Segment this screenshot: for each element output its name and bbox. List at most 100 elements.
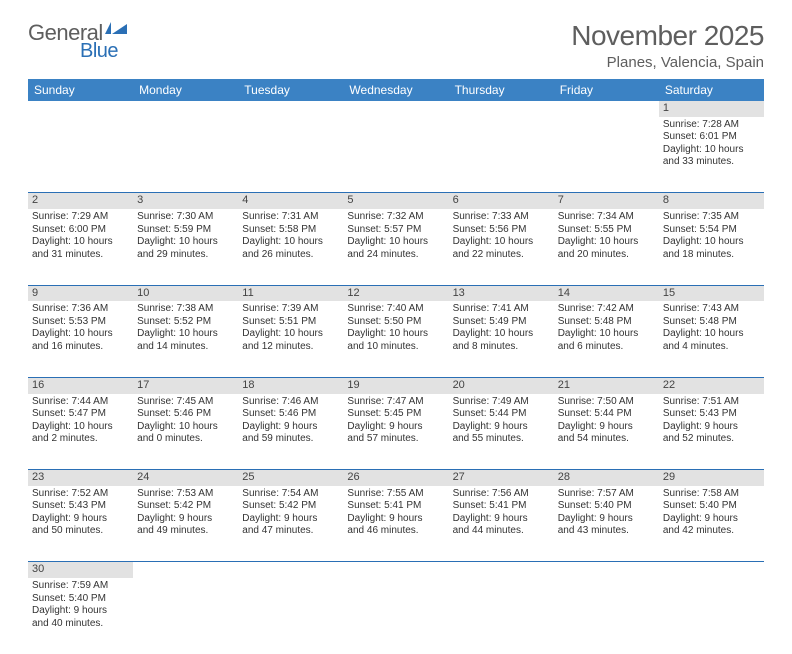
sunrise: Sunrise: 7:57 AM [558, 488, 655, 501]
header: GeneralBlue November 2025 Planes, Valenc… [28, 20, 764, 71]
day-cell [28, 117, 133, 193]
daylight-line2: and 31 minutes. [32, 249, 129, 262]
day-header: Thursday [449, 79, 554, 101]
day-number: 1 [659, 101, 764, 117]
sunrise: Sunrise: 7:54 AM [242, 488, 339, 501]
daylight-line2: and 6 minutes. [558, 341, 655, 354]
day-cell [343, 578, 448, 654]
day-number: 21 [554, 377, 659, 393]
detail-row: Sunrise: 7:59 AMSunset: 5:40 PMDaylight:… [28, 578, 764, 654]
daylight-line2: and 40 minutes. [32, 618, 129, 631]
sunset: Sunset: 5:57 PM [347, 224, 444, 237]
daylight-line1: Daylight: 9 hours [137, 513, 234, 526]
sunset: Sunset: 5:44 PM [558, 408, 655, 421]
daylight-line1: Daylight: 9 hours [558, 513, 655, 526]
day-number: 12 [343, 285, 448, 301]
detail-row: Sunrise: 7:36 AMSunset: 5:53 PMDaylight:… [28, 301, 764, 377]
sunset: Sunset: 5:49 PM [453, 316, 550, 329]
day-cell: Sunrise: 7:41 AMSunset: 5:49 PMDaylight:… [449, 301, 554, 377]
daylight-line1: Daylight: 10 hours [32, 236, 129, 249]
day-cell: Sunrise: 7:52 AMSunset: 5:43 PMDaylight:… [28, 486, 133, 562]
sunset: Sunset: 5:40 PM [663, 500, 760, 513]
day-cell [554, 578, 659, 654]
day-header: Saturday [659, 79, 764, 101]
sunset: Sunset: 5:40 PM [32, 593, 129, 606]
sunset: Sunset: 5:46 PM [137, 408, 234, 421]
day-number [343, 101, 448, 117]
daylight-line2: and 10 minutes. [347, 341, 444, 354]
daylight-line2: and 16 minutes. [32, 341, 129, 354]
sunset: Sunset: 5:44 PM [453, 408, 550, 421]
day-number: 13 [449, 285, 554, 301]
day-cell: Sunrise: 7:43 AMSunset: 5:48 PMDaylight:… [659, 301, 764, 377]
day-cell [659, 578, 764, 654]
daylight-line1: Daylight: 9 hours [32, 605, 129, 618]
day-number: 11 [238, 285, 343, 301]
daylight-line1: Daylight: 10 hours [32, 328, 129, 341]
daylight-line1: Daylight: 10 hours [347, 328, 444, 341]
day-number: 2 [28, 193, 133, 209]
sunrise: Sunrise: 7:44 AM [32, 396, 129, 409]
daylight-line2: and 2 minutes. [32, 433, 129, 446]
day-header: Tuesday [238, 79, 343, 101]
title-block: November 2025 Planes, Valencia, Spain [571, 20, 764, 71]
day-header: Monday [133, 79, 238, 101]
day-cell: Sunrise: 7:54 AMSunset: 5:42 PMDaylight:… [238, 486, 343, 562]
sunrise: Sunrise: 7:29 AM [32, 211, 129, 224]
sunrise: Sunrise: 7:50 AM [558, 396, 655, 409]
daylight-line1: Daylight: 10 hours [453, 328, 550, 341]
day-cell: Sunrise: 7:50 AMSunset: 5:44 PMDaylight:… [554, 394, 659, 470]
sunrise: Sunrise: 7:59 AM [32, 580, 129, 593]
sunrise: Sunrise: 7:51 AM [663, 396, 760, 409]
daynum-row: 1 [28, 101, 764, 117]
daylight-line1: Daylight: 10 hours [663, 144, 760, 157]
month-title: November 2025 [571, 20, 764, 52]
day-cell: Sunrise: 7:49 AMSunset: 5:44 PMDaylight:… [449, 394, 554, 470]
daylight-line1: Daylight: 10 hours [453, 236, 550, 249]
day-cell: Sunrise: 7:59 AMSunset: 5:40 PMDaylight:… [28, 578, 133, 654]
day-number: 19 [343, 377, 448, 393]
daylight-line2: and 20 minutes. [558, 249, 655, 262]
day-number: 22 [659, 377, 764, 393]
sunrise: Sunrise: 7:43 AM [663, 303, 760, 316]
daylight-line2: and 24 minutes. [347, 249, 444, 262]
day-number [659, 562, 764, 578]
sunrise: Sunrise: 7:56 AM [453, 488, 550, 501]
daylight-line1: Daylight: 9 hours [347, 421, 444, 434]
day-number: 26 [343, 470, 448, 486]
daylight-line1: Daylight: 9 hours [453, 513, 550, 526]
daylight-line2: and 14 minutes. [137, 341, 234, 354]
sunset: Sunset: 5:53 PM [32, 316, 129, 329]
sunrise: Sunrise: 7:41 AM [453, 303, 550, 316]
sunset: Sunset: 5:42 PM [242, 500, 339, 513]
day-cell: Sunrise: 7:34 AMSunset: 5:55 PMDaylight:… [554, 209, 659, 285]
day-cell: Sunrise: 7:29 AMSunset: 6:00 PMDaylight:… [28, 209, 133, 285]
daylight-line2: and 59 minutes. [242, 433, 339, 446]
sunrise: Sunrise: 7:40 AM [347, 303, 444, 316]
day-number: 6 [449, 193, 554, 209]
day-cell: Sunrise: 7:33 AMSunset: 5:56 PMDaylight:… [449, 209, 554, 285]
day-number: 15 [659, 285, 764, 301]
daylight-line1: Daylight: 9 hours [347, 513, 444, 526]
day-cell: Sunrise: 7:51 AMSunset: 5:43 PMDaylight:… [659, 394, 764, 470]
daylight-line2: and 4 minutes. [663, 341, 760, 354]
daynum-row: 16171819202122 [28, 377, 764, 393]
sunrise: Sunrise: 7:39 AM [242, 303, 339, 316]
day-number [554, 562, 659, 578]
day-cell: Sunrise: 7:38 AMSunset: 5:52 PMDaylight:… [133, 301, 238, 377]
sunset: Sunset: 5:42 PM [137, 500, 234, 513]
detail-row: Sunrise: 7:28 AMSunset: 6:01 PMDaylight:… [28, 117, 764, 193]
day-number: 7 [554, 193, 659, 209]
daylight-line1: Daylight: 10 hours [558, 328, 655, 341]
day-cell [449, 117, 554, 193]
sunrise: Sunrise: 7:38 AM [137, 303, 234, 316]
sunrise: Sunrise: 7:58 AM [663, 488, 760, 501]
daylight-line2: and 12 minutes. [242, 341, 339, 354]
daylight-line2: and 33 minutes. [663, 156, 760, 169]
day-number: 10 [133, 285, 238, 301]
sunset: Sunset: 5:41 PM [453, 500, 550, 513]
day-number: 4 [238, 193, 343, 209]
day-header-row: Sunday Monday Tuesday Wednesday Thursday… [28, 79, 764, 101]
location: Planes, Valencia, Spain [571, 54, 764, 71]
sunrise: Sunrise: 7:31 AM [242, 211, 339, 224]
